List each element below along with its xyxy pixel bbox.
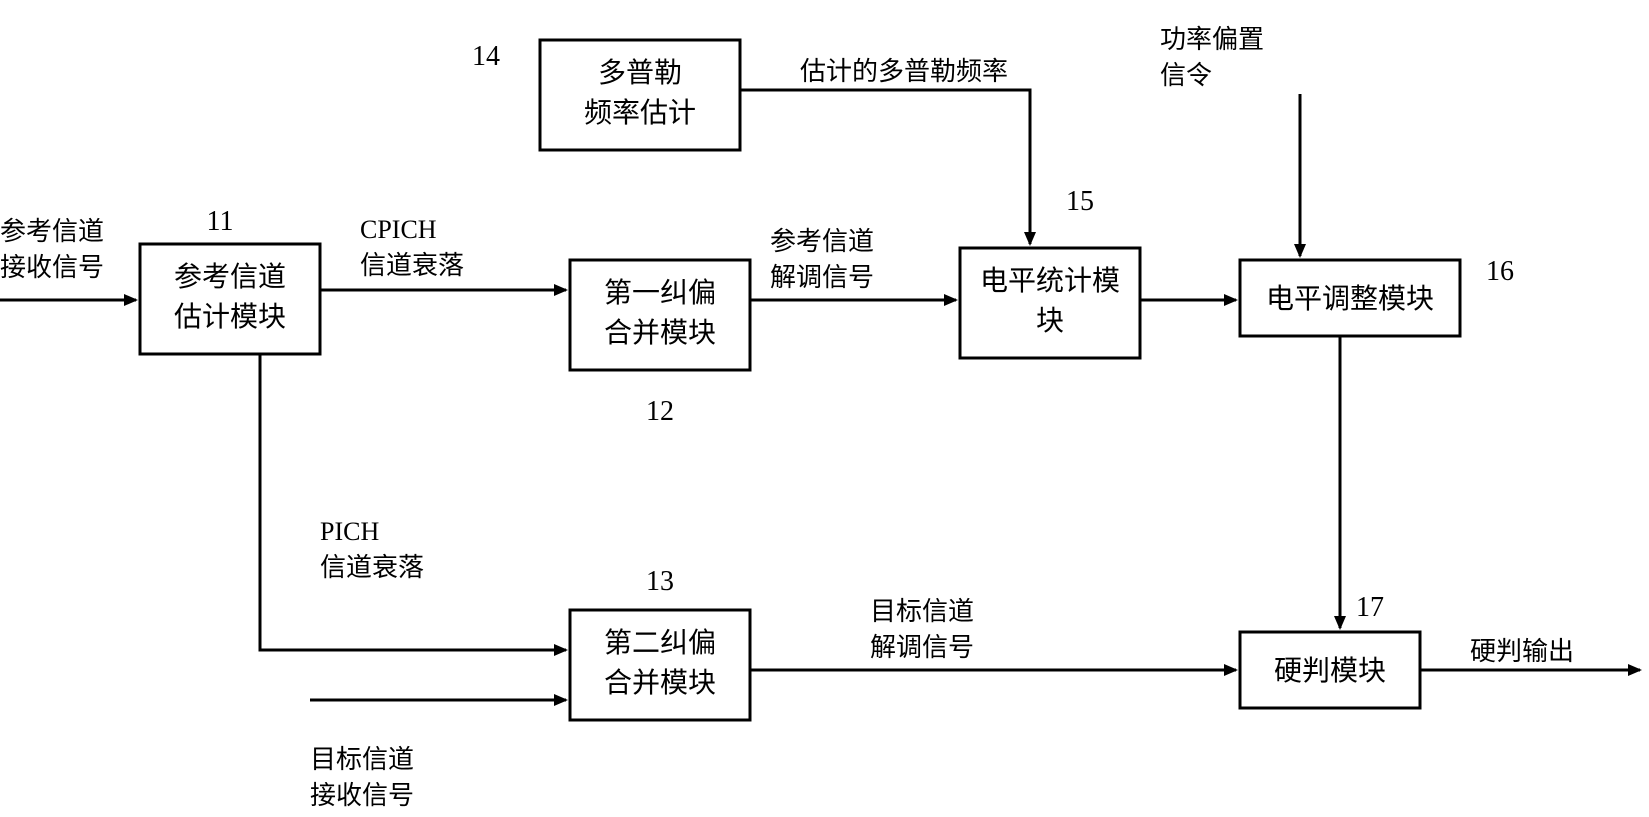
b11-l1: 参考信道 (174, 261, 286, 293)
num-14: 14 (472, 41, 500, 72)
tgt-in2: 接收信号 (310, 781, 414, 810)
edge-11-13 (260, 354, 566, 650)
num-13: 13 (646, 566, 674, 597)
in-ref2: 接收信号 (0, 253, 104, 282)
edge-14-15 (740, 90, 1030, 244)
pich2: 信道衰落 (320, 553, 424, 582)
b16-l1: 电平调整模块 (1266, 283, 1434, 315)
pwr2: 信令 (1160, 61, 1212, 90)
b17-l1: 硬判模块 (1274, 655, 1386, 687)
tgt-demod2: 解调信号 (870, 633, 974, 662)
cpich1: CPICH (360, 215, 437, 244)
num-16: 16 (1486, 256, 1514, 287)
ref-demod1: 参考信道 (770, 227, 874, 256)
num-12: 12 (646, 396, 674, 427)
pwr1: 功率偏置 (1160, 25, 1264, 54)
b14-l1: 多普勒 (598, 57, 682, 89)
in-ref1: 参考信道 (0, 217, 104, 246)
tgt-demod1: 目标信道 (870, 597, 974, 626)
b11-l2: 估计模块 (174, 301, 286, 333)
num-15: 15 (1066, 186, 1094, 217)
tgt-in1: 目标信道 (310, 745, 414, 774)
pich1: PICH (320, 517, 379, 546)
b15-l1: 电平统计模 (980, 265, 1120, 297)
num-11: 11 (207, 206, 234, 237)
ref-demod2: 解调信号 (770, 263, 874, 292)
b13-l2: 合并模块 (604, 667, 716, 699)
b12-l2: 合并模块 (604, 317, 716, 349)
dop-est: 估计的多普勒频率 (800, 57, 1008, 86)
b13-l1: 第二纠偏 (604, 627, 716, 659)
out: 硬判输出 (1470, 637, 1574, 666)
b15-l2: 块 (1036, 306, 1064, 337)
cpich2: 信道衰落 (360, 251, 464, 280)
num-17: 17 (1356, 592, 1384, 623)
b14-l2: 频率估计 (584, 97, 696, 129)
b12-l1: 第一纠偏 (604, 277, 716, 309)
